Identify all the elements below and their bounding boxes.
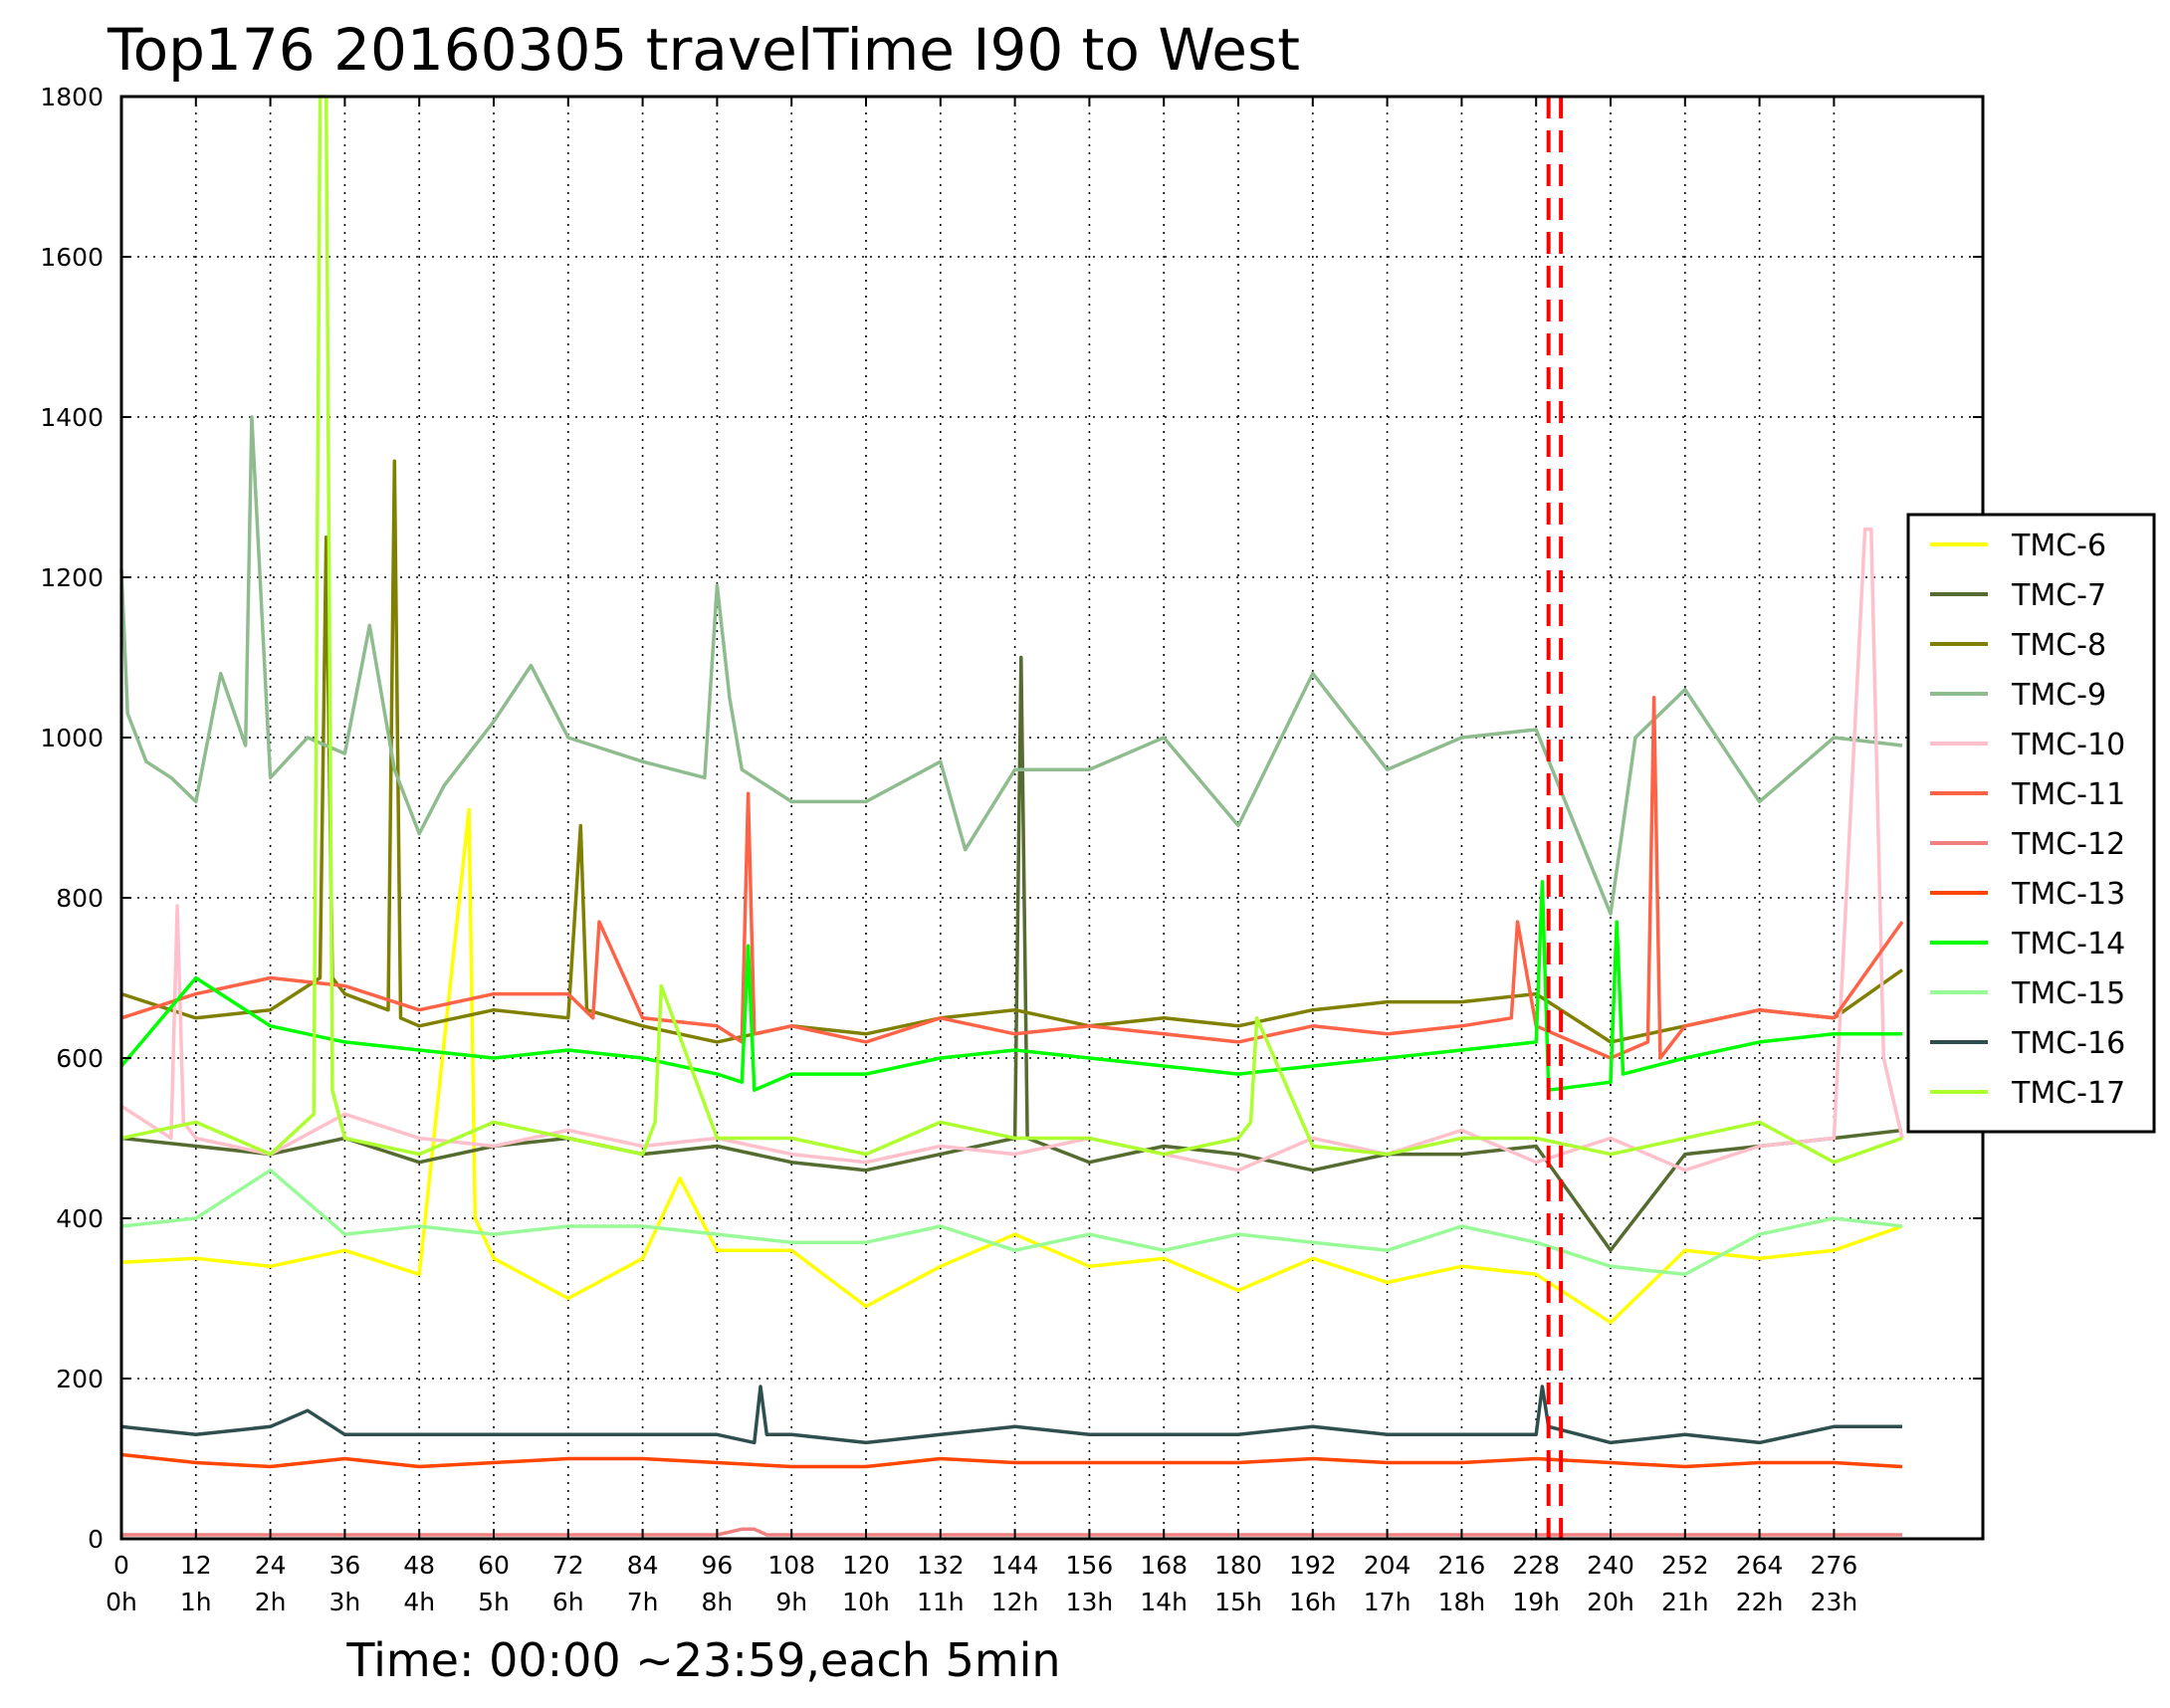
x-tick-label: 168 (1140, 1551, 1188, 1580)
y-tick-label: 1400 (40, 403, 104, 432)
x-tick-label: 24 (255, 1551, 287, 1580)
x-tick-label: 252 (1661, 1551, 1709, 1580)
x-tick-hour-label: 1h (180, 1588, 212, 1616)
x-tick-label: 144 (991, 1551, 1039, 1580)
series-line-tmc-9 (119, 415, 1903, 916)
x-tick-hour-label: 12h (991, 1588, 1039, 1616)
x-tick-label: 60 (478, 1551, 510, 1580)
x-tick-hour-label: 11h (917, 1588, 965, 1616)
x-tick-hour-label: 4h (403, 1588, 435, 1616)
x-tick-hour-label: 13h (1066, 1588, 1114, 1616)
legend-label: TMC-14 (2011, 927, 2125, 961)
grid (121, 97, 1983, 1539)
series-line-tmc-13 (120, 1452, 1903, 1469)
x-tick-hour-label: 21h (1661, 1588, 1709, 1616)
x-tick-hour-label: 10h (842, 1588, 890, 1616)
series-line-tmc-15 (120, 1168, 1903, 1277)
legend: TMC-6 TMC-7 TMC-8 TMC-9 TMC-10 TMC-11 TMC-12 TM… (1906, 513, 2156, 1134)
x-tick-hour-label: 20h (1587, 1588, 1634, 1616)
x-tick-hour-label: 23h (1811, 1588, 1858, 1616)
x-tick-label: 84 (627, 1551, 659, 1580)
y-tick-label: 200 (56, 1365, 104, 1393)
y-tick-label: 800 (56, 884, 104, 913)
legend-label: TMC-17 (2011, 1076, 2125, 1111)
x-tick-hour-label: 0h (106, 1588, 137, 1616)
y-tick-label: 1200 (40, 563, 104, 592)
x-tick-label: 204 (1364, 1551, 1411, 1580)
x-tick-label: 72 (552, 1551, 584, 1580)
x-tick-hour-label: 14h (1140, 1588, 1188, 1616)
x-tick-label: 276 (1811, 1551, 1858, 1580)
legend-label: TMC-10 (2011, 728, 2125, 762)
series-line-tmc-6 (120, 807, 1903, 1325)
x-tick-label: 240 (1587, 1551, 1634, 1580)
y-tick-label: 0 (88, 1525, 104, 1554)
x-axis-label: Time: 00:00 ~23:59,each 5min (345, 1633, 1060, 1687)
x-tick-label: 120 (842, 1551, 890, 1580)
legend-label: TMC-15 (2011, 976, 2125, 1011)
x-tick-label: 192 (1289, 1551, 1337, 1580)
x-tick-hour-label: 8h (702, 1588, 734, 1616)
x-tick-label: 132 (917, 1551, 965, 1580)
y-tick-label: 1800 (40, 83, 104, 111)
y-tick-label: 600 (56, 1044, 104, 1073)
x-tick-hour-label: 16h (1289, 1588, 1337, 1616)
x-tick-label: 96 (701, 1551, 733, 1580)
series-line-tmc-17 (120, 95, 1903, 1165)
x-tick-hour-label: 15h (1214, 1588, 1262, 1616)
x-tick-hour-label: 9h (775, 1588, 807, 1616)
legend-label: TMC-13 (2011, 877, 2125, 912)
legend-label: TMC-16 (2011, 1026, 2125, 1061)
y-tick-label: 1000 (40, 724, 104, 752)
legend-box (1906, 513, 2156, 1134)
x-tick-label: 228 (1512, 1551, 1560, 1580)
chart-title: Top176 20160305 travelTime I90 to West (107, 16, 1300, 84)
x-tick-hour-label: 22h (1736, 1588, 1784, 1616)
legend-label: TMC-6 (2011, 529, 2106, 563)
x-tick-label: 36 (328, 1551, 360, 1580)
axes: 0 0h 12 1h 24 2h 36 3h 48 4h 60 5h 72 6h 84 7h 96 8h 108 9h… (40, 83, 1983, 1616)
y-tick-label: 1600 (40, 243, 104, 272)
legend-label: TMC-12 (2011, 827, 2125, 862)
x-tick-hour-label: 5h (478, 1588, 510, 1616)
x-tick-hour-label: 19h (1512, 1588, 1560, 1616)
legend-label: TMC-9 (2011, 678, 2106, 713)
x-tick-label: 216 (1438, 1551, 1486, 1580)
vertical-markers (1546, 97, 1564, 1539)
x-tick-hour-label: 3h (329, 1588, 361, 1616)
series-lines (119, 95, 1904, 1537)
x-tick-label: 264 (1736, 1551, 1784, 1580)
x-tick-hour-label: 7h (627, 1588, 659, 1616)
x-tick-label: 156 (1066, 1551, 1114, 1580)
series-line-tmc-14 (119, 880, 1902, 1092)
series-line-tmc-11 (120, 696, 1904, 1060)
legend-label: TMC-11 (2011, 777, 2125, 812)
x-tick-label: 108 (767, 1551, 815, 1580)
y-tick-label: 400 (56, 1204, 104, 1233)
x-tick-hour-label: 2h (255, 1588, 287, 1616)
x-tick-label: 180 (1214, 1551, 1262, 1580)
legend-label: TMC-8 (2011, 628, 2106, 663)
x-tick-hour-label: 6h (552, 1588, 584, 1616)
series-line-tmc-7 (120, 655, 1903, 1252)
x-tick-label: 12 (180, 1551, 212, 1580)
x-tick-hour-label: 18h (1438, 1588, 1486, 1616)
legend-label: TMC-7 (2011, 578, 2106, 613)
x-tick-label: 0 (113, 1551, 129, 1580)
x-tick-hour-label: 17h (1364, 1588, 1411, 1616)
x-tick-label: 48 (403, 1551, 435, 1580)
